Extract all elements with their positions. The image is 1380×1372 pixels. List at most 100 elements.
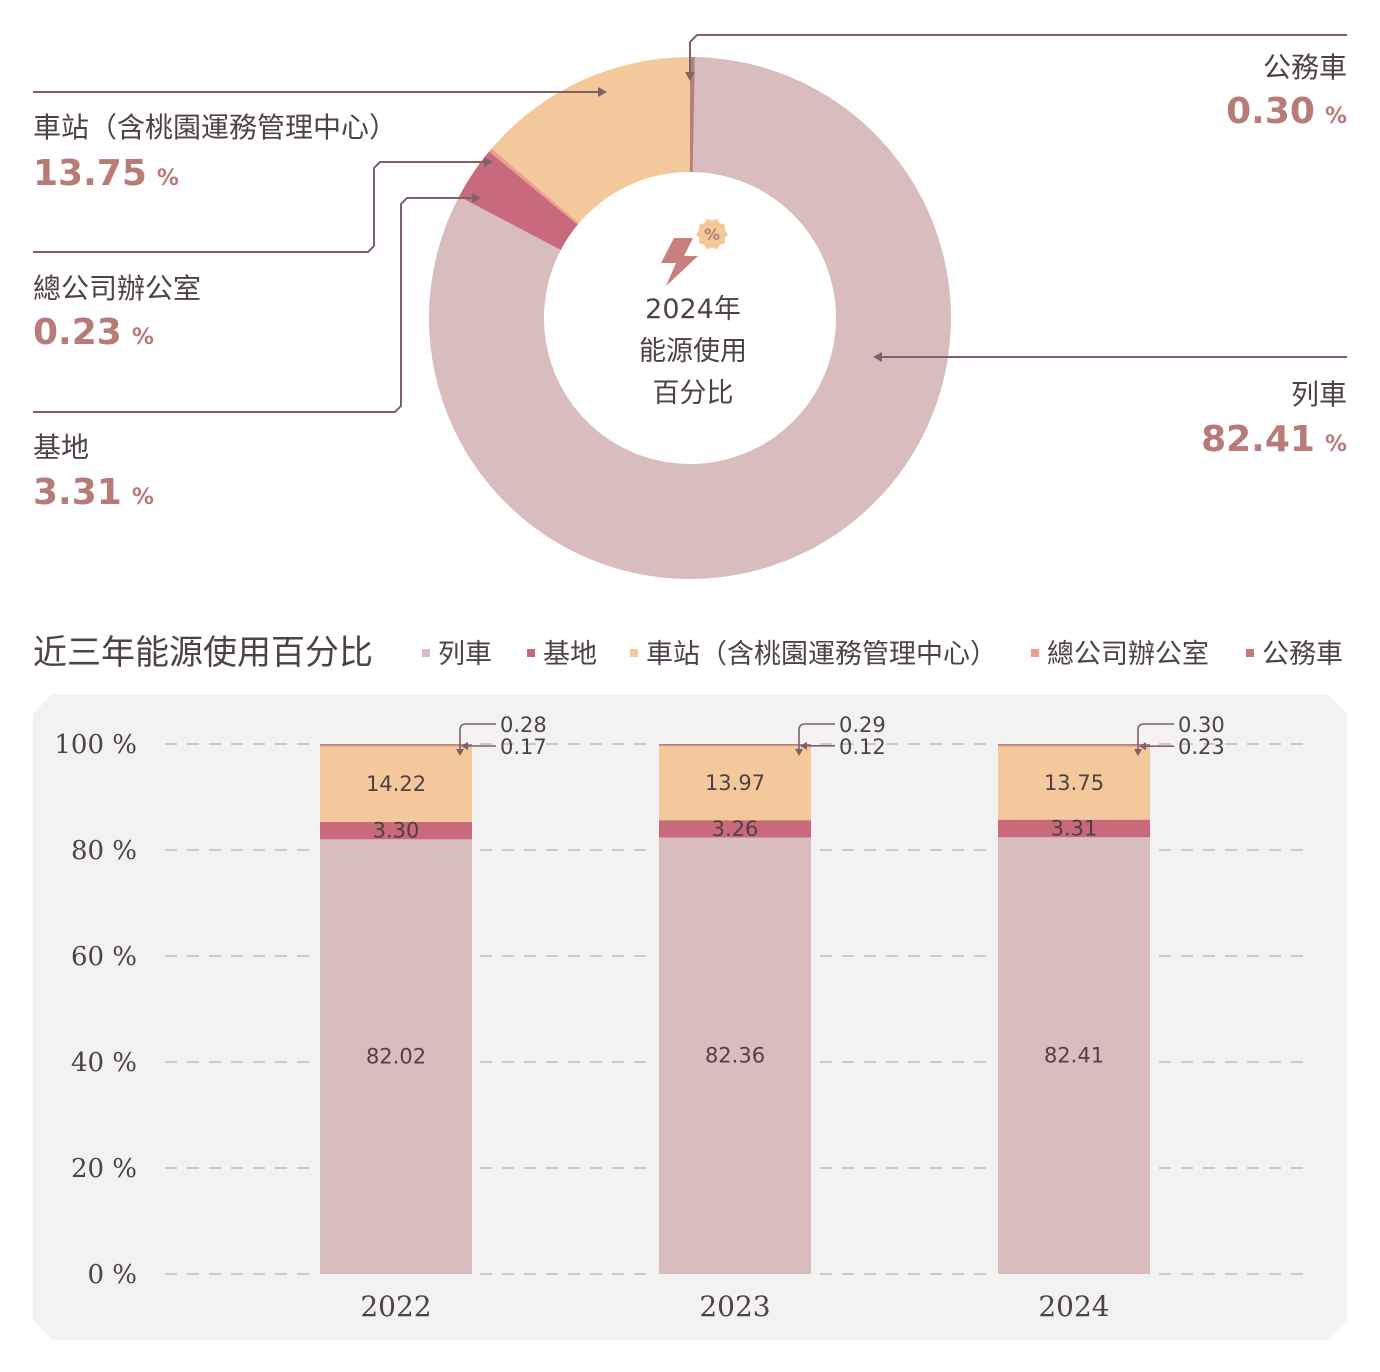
x-tick-label: 2023: [699, 1290, 770, 1323]
callout-arrow-office: [484, 157, 493, 167]
bar-segment: [998, 745, 1150, 747]
x-tick-label: 2022: [360, 1290, 431, 1323]
callout-value-label: 0.23: [1178, 735, 1225, 759]
bar-segment: [998, 746, 1150, 820]
slice-name: 車站（含桃園運務管理中心）: [33, 111, 397, 144]
callout-arrow-official: [685, 72, 695, 81]
bar-segment: [659, 745, 811, 747]
callout-arrow-station: [598, 87, 607, 97]
callout-arrow-base: [472, 193, 481, 203]
donut-center-line-1: 2024年: [645, 294, 741, 325]
bar-segment: [998, 744, 1150, 746]
slice-name: 列車: [1291, 378, 1347, 411]
slice-name: 總公司辦公室: [33, 272, 201, 305]
slice-unit: %: [1325, 432, 1347, 457]
donut-callouts: [33, 34, 1347, 413]
bar-value-label: 82.41: [1044, 1044, 1104, 1068]
legend-swatch: [630, 649, 638, 657]
bar-segment: [659, 744, 811, 746]
donut-slice-2: [489, 148, 579, 225]
callout-value-label: 0.30: [1178, 713, 1225, 737]
percent-badge-icon: [696, 218, 728, 250]
bar-segment: [320, 744, 472, 746]
callout-value-label: 0.28: [500, 713, 547, 737]
legend-label: 列車: [438, 639, 492, 670]
legend-swatch: [527, 649, 535, 657]
slice-value: 82.41: [1201, 419, 1315, 460]
y-tick-label: 0 %: [87, 1260, 137, 1290]
svg-text:13.75%: 13.75%: [33, 153, 179, 194]
bar-segment: [998, 837, 1150, 1274]
bar-chart-title: 近三年能源使用百分比: [33, 633, 373, 673]
svg-text:0.30%: 0.30%: [1226, 91, 1347, 132]
donut-center-line-2: 能源使用: [639, 336, 747, 367]
callout-value-label: 0.29: [839, 713, 886, 737]
bar-segment: [320, 745, 472, 747]
legend-swatch: [422, 649, 430, 657]
energy-percent-icon: %: [661, 218, 728, 286]
callout-line-office: [33, 161, 490, 253]
callout-arrow: [795, 749, 803, 756]
legend: 列車 基地 車站（含桃園運務管理中心） 總公司辦公室 公務車: [422, 639, 1343, 670]
bar-segment: [659, 746, 811, 821]
callout-arrow: [1134, 749, 1142, 756]
callout-line: [459, 723, 496, 752]
callout-arrow-train: [873, 352, 882, 362]
bar-group-2023: 82.36 3.26 13.97 0.290.12: [659, 713, 886, 1274]
slice-value: 0.23: [33, 312, 122, 353]
legend-label: 車站（含桃園運務管理中心）: [646, 639, 997, 670]
donut-label-official: 公務車 0.30%: [1226, 51, 1347, 132]
donut-slice-3: [491, 57, 690, 224]
y-tick-label: 40 %: [71, 1048, 137, 1078]
bar-value-label: 14.22: [366, 772, 426, 796]
y-tick-label: 60 %: [71, 942, 137, 972]
callout-line-base: [33, 197, 478, 413]
donut-label-train: 列車 82.41%: [1201, 378, 1347, 460]
bar-segment: [320, 821, 472, 840]
donut-label-office: 總公司辦公室 0.23%: [33, 272, 201, 353]
donut-center-line-3: 百分比: [653, 378, 734, 409]
slice-value: 0.30: [1226, 91, 1315, 132]
x-tick-label: 2024: [1038, 1290, 1109, 1323]
grid-lines: [165, 743, 1310, 1275]
callout-arrow: [461, 741, 468, 750]
donut-slice-1: [459, 151, 578, 251]
callout-value-label: 0.12: [839, 735, 886, 759]
callout-line-official: [689, 34, 1347, 74]
bar-group-2022: 82.02 3.30 14.22 0.280.17: [320, 713, 547, 1274]
callout-line: [798, 723, 835, 751]
legend-swatch: [1246, 649, 1254, 657]
legend-label: 基地: [543, 639, 597, 670]
bar-value-label: 13.75: [1044, 771, 1104, 795]
bar-group-2024: 82.41 3.31 13.75 0.300.23: [998, 713, 1225, 1274]
bar-value-label: 82.36: [705, 1044, 765, 1068]
svg-text:3.31%: 3.31%: [33, 472, 154, 513]
legend-label: 總公司辦公室: [1047, 639, 1209, 670]
y-tick-label: 20 %: [71, 1154, 137, 1184]
donut-chart: [428, 57, 951, 579]
y-tick-label: 100 %: [54, 730, 137, 760]
bar-value-label: 82.02: [366, 1045, 426, 1069]
svg-text:0.23%: 0.23%: [33, 312, 154, 353]
bar-value-label: 3.30: [373, 819, 420, 843]
y-axis: 0 % 20 % 40 % 60 % 80 % 100 %: [54, 730, 137, 1290]
callout-value-label: 0.17: [500, 735, 547, 759]
bar-segment: [998, 819, 1150, 838]
donut-label-station: 車站（含桃園運務管理中心） 13.75%: [33, 111, 397, 194]
slice-name: 公務車: [1263, 51, 1347, 84]
legend-swatch: [1031, 649, 1039, 657]
slice-unit: %: [132, 325, 154, 350]
slice-unit: %: [1325, 104, 1347, 129]
bar-value-label: 3.31: [1051, 816, 1098, 840]
donut-label-base: 基地 3.31%: [33, 431, 154, 513]
svg-text:82.41%: 82.41%: [1201, 419, 1347, 460]
svg-text:%: %: [704, 225, 720, 244]
bar-value-label: 3.26: [712, 817, 759, 841]
bar-value-label: 13.97: [705, 771, 765, 795]
y-tick-label: 80 %: [71, 836, 137, 866]
slice-value: 3.31: [33, 472, 122, 513]
slice-unit: %: [157, 166, 179, 191]
callout-arrow: [456, 749, 464, 757]
x-axis: 2022 2023 2024: [360, 1290, 1109, 1323]
